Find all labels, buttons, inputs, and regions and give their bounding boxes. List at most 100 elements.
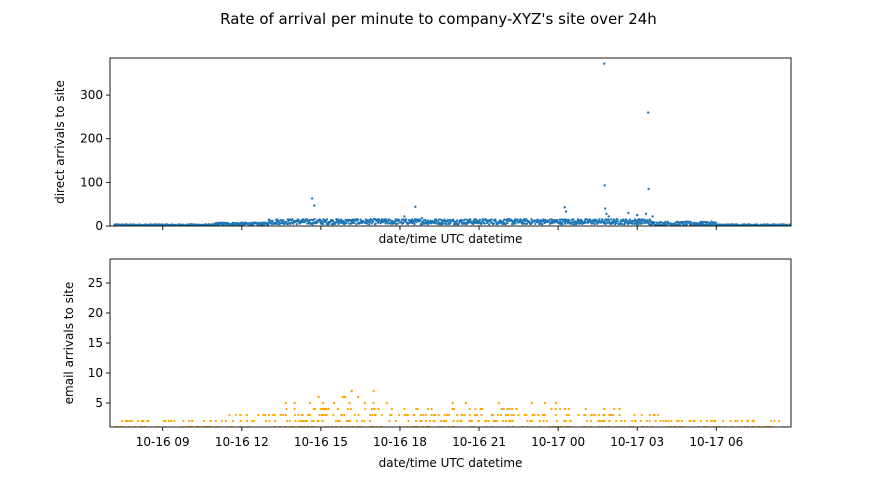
data-point bbox=[300, 419, 303, 423]
data-point bbox=[220, 419, 224, 423]
data-point bbox=[523, 413, 526, 417]
data-point bbox=[386, 222, 389, 225]
data-point bbox=[349, 407, 352, 411]
data-point bbox=[508, 407, 511, 411]
data-point bbox=[636, 213, 639, 217]
data-point bbox=[456, 419, 459, 423]
data-point bbox=[409, 221, 413, 224]
data-point bbox=[435, 218, 438, 221]
data-point bbox=[214, 419, 217, 423]
data-point bbox=[541, 223, 544, 226]
data-point bbox=[430, 407, 433, 411]
data-point bbox=[173, 419, 176, 423]
data-point bbox=[170, 419, 173, 423]
data-point bbox=[325, 218, 329, 221]
data-point bbox=[603, 207, 607, 210]
data-point bbox=[530, 218, 533, 221]
data-point bbox=[384, 222, 387, 225]
x-tick-label: 10-17 03 bbox=[610, 435, 664, 449]
data-point bbox=[308, 401, 312, 405]
data-point bbox=[593, 222, 596, 226]
data-point bbox=[447, 219, 450, 222]
data-point bbox=[330, 220, 333, 223]
data-point bbox=[515, 407, 518, 411]
data-point bbox=[279, 222, 282, 225]
y-axis-label: direct arrivals to site bbox=[53, 80, 67, 204]
data-point bbox=[285, 407, 288, 411]
data-point bbox=[640, 413, 643, 417]
data-point bbox=[506, 407, 509, 411]
data-point bbox=[517, 413, 520, 417]
data-point bbox=[468, 413, 471, 417]
data-point bbox=[537, 413, 540, 417]
data-point bbox=[141, 419, 144, 423]
data-point bbox=[729, 419, 732, 423]
data-point bbox=[563, 206, 566, 209]
data-point bbox=[239, 419, 242, 423]
data-point bbox=[371, 413, 374, 417]
data-point bbox=[651, 215, 654, 218]
data-point bbox=[511, 419, 514, 423]
data-point bbox=[364, 407, 367, 411]
data-point bbox=[670, 419, 673, 423]
data-point bbox=[250, 419, 253, 423]
data-point bbox=[631, 222, 634, 225]
data-point bbox=[507, 413, 510, 417]
data-point bbox=[653, 413, 656, 417]
data-point bbox=[353, 221, 356, 224]
data-point bbox=[468, 407, 471, 411]
data-point bbox=[602, 413, 605, 417]
data-point bbox=[502, 407, 505, 411]
data-point bbox=[357, 395, 360, 399]
data-point bbox=[530, 401, 533, 405]
data-point bbox=[368, 413, 372, 417]
data-point bbox=[550, 218, 553, 221]
data-point bbox=[403, 407, 406, 411]
data-point bbox=[321, 413, 324, 417]
data-point bbox=[293, 413, 297, 417]
data-point bbox=[327, 407, 330, 411]
data-point bbox=[464, 401, 468, 405]
data-point bbox=[625, 219, 628, 222]
data-point bbox=[344, 218, 347, 221]
data-point bbox=[317, 395, 320, 399]
data-point bbox=[340, 218, 343, 221]
data-point bbox=[345, 222, 348, 225]
data-point bbox=[355, 419, 359, 423]
data-point bbox=[270, 222, 273, 225]
data-point bbox=[312, 419, 315, 423]
data-point bbox=[363, 419, 366, 423]
data-point bbox=[419, 413, 423, 417]
y-tick-label: 25 bbox=[88, 276, 103, 290]
data-point bbox=[734, 419, 737, 423]
data-point bbox=[751, 419, 754, 423]
data-marks bbox=[114, 389, 789, 427]
data-point bbox=[389, 413, 392, 417]
data-point bbox=[310, 419, 313, 423]
data-point bbox=[528, 220, 531, 223]
data-point bbox=[353, 413, 356, 417]
data-point bbox=[575, 222, 579, 225]
data-point bbox=[400, 220, 403, 224]
data-point bbox=[605, 212, 608, 215]
data-point bbox=[554, 407, 557, 411]
data-point bbox=[341, 395, 345, 399]
data-point bbox=[390, 407, 394, 411]
data-point bbox=[519, 218, 522, 222]
data-point bbox=[495, 419, 498, 423]
data-point bbox=[252, 419, 256, 423]
data-point bbox=[297, 419, 301, 423]
data-point bbox=[388, 419, 391, 423]
data-point bbox=[618, 413, 621, 417]
data-point bbox=[191, 419, 194, 423]
data-point bbox=[639, 419, 643, 423]
data-point bbox=[380, 218, 384, 221]
data-point bbox=[563, 218, 566, 221]
data-point bbox=[420, 419, 423, 423]
data-point bbox=[481, 221, 484, 224]
data-point bbox=[348, 401, 351, 405]
data-point bbox=[714, 221, 717, 224]
data-point bbox=[595, 218, 598, 221]
y-tick-label: 200 bbox=[80, 132, 103, 146]
data-point bbox=[488, 223, 491, 226]
